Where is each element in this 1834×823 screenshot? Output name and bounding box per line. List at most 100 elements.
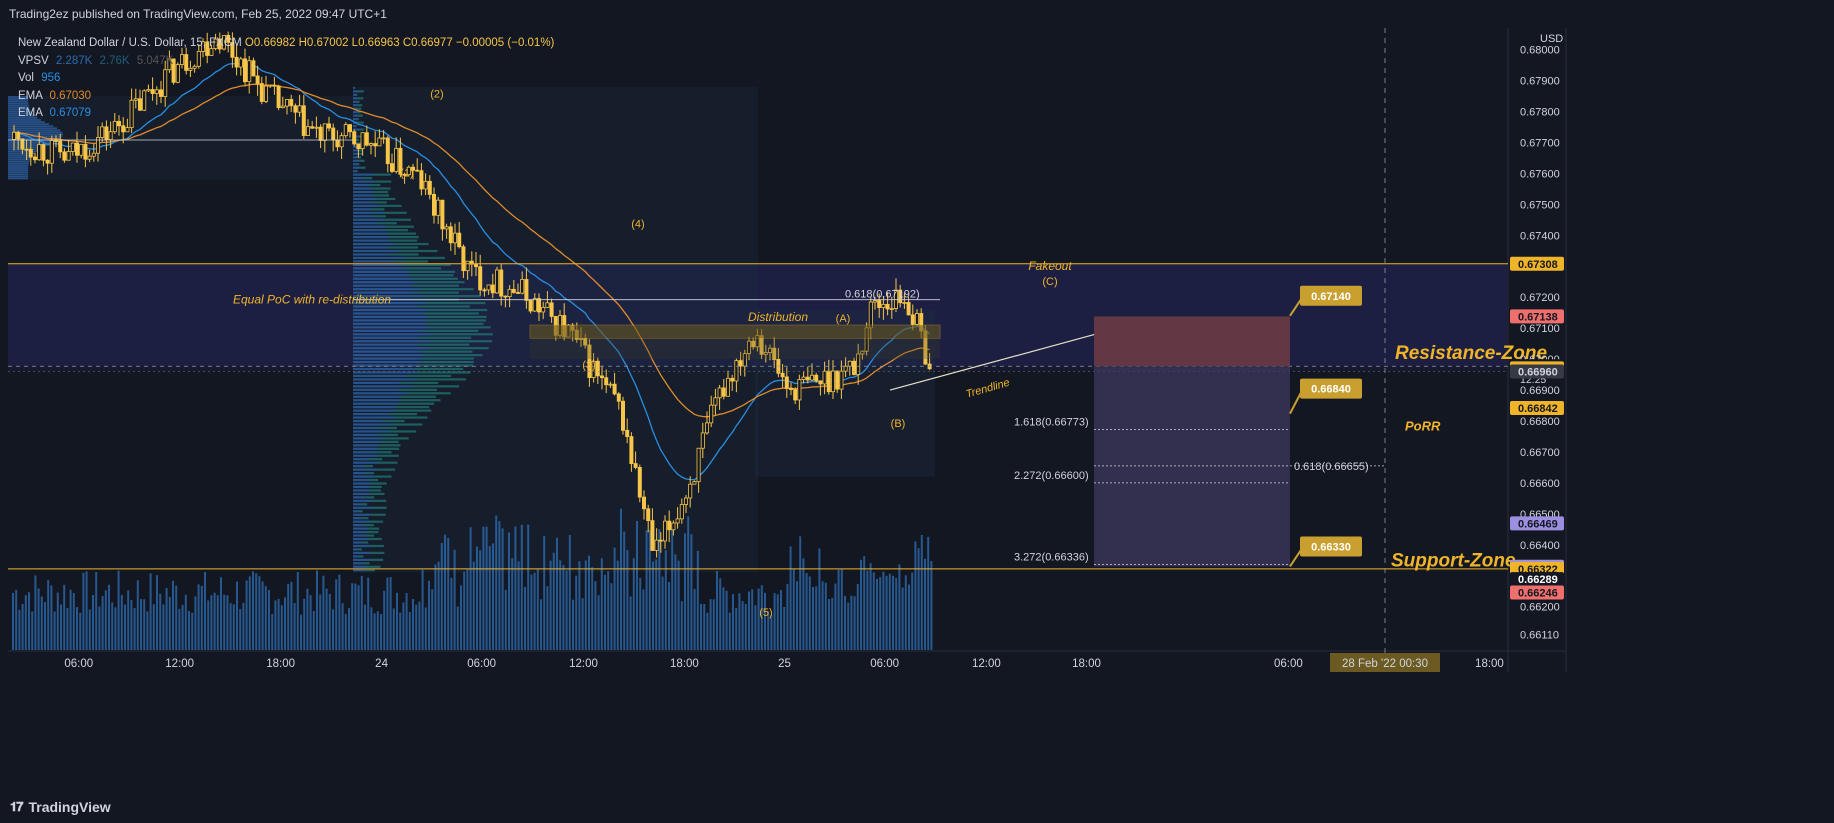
vpvr-row bbox=[357, 156, 361, 159]
volume-bar bbox=[341, 603, 344, 650]
volume-bar bbox=[645, 530, 648, 650]
candle-body bbox=[801, 376, 806, 380]
volume-bar bbox=[296, 571, 299, 650]
volume-bar bbox=[188, 610, 190, 650]
vpvr-row bbox=[376, 197, 396, 201]
vpvr-row bbox=[411, 385, 460, 388]
vpvr-row-left bbox=[8, 158, 30, 161]
volume-bar bbox=[412, 598, 414, 650]
vpvr-row bbox=[369, 558, 384, 561]
distribution-text: Distribution bbox=[748, 310, 808, 324]
vpvr-row bbox=[397, 402, 435, 405]
stop-box bbox=[1094, 316, 1290, 367]
vpvr-row bbox=[353, 406, 395, 409]
vpvr-row bbox=[353, 371, 418, 374]
y-tick-label: 0.66900 bbox=[1520, 385, 1560, 397]
volume-bar bbox=[696, 550, 699, 650]
candle-body bbox=[658, 539, 663, 542]
candle-body bbox=[121, 125, 126, 133]
volume-bar bbox=[37, 588, 40, 650]
volume-bar bbox=[389, 577, 392, 650]
vpvr-row bbox=[353, 305, 418, 308]
vpvr-row bbox=[419, 288, 474, 291]
candle-body bbox=[629, 436, 634, 464]
vpvr-row bbox=[353, 416, 394, 419]
volume-bar bbox=[725, 590, 728, 650]
volume-bar bbox=[383, 590, 386, 650]
volume-bar bbox=[463, 571, 466, 650]
volume-bar bbox=[917, 548, 920, 650]
candle-body bbox=[591, 360, 596, 378]
vpvr-row bbox=[353, 517, 362, 520]
vpvr-row bbox=[417, 343, 470, 346]
volume-bar bbox=[290, 581, 293, 650]
vpvr-row bbox=[379, 444, 401, 447]
volume-bar bbox=[476, 546, 478, 650]
vpvr-row bbox=[353, 326, 429, 329]
candle-body bbox=[545, 302, 550, 308]
volume-bar bbox=[872, 572, 875, 650]
candle-body bbox=[234, 56, 239, 68]
volume-bar bbox=[770, 614, 773, 650]
volume-bar bbox=[837, 569, 840, 650]
symbol-title[interactable]: New Zealand Dollar / U.S. Dollar, 15, FX… bbox=[18, 37, 242, 49]
volume-bar bbox=[31, 611, 34, 650]
candle-body bbox=[448, 226, 453, 244]
vpvr-row bbox=[353, 104, 359, 107]
volume-bar bbox=[556, 537, 558, 650]
volume-bar bbox=[79, 612, 82, 650]
volume-bar bbox=[136, 580, 139, 650]
tradingview-logo[interactable]: 𝟏𝟕 TradingView bbox=[10, 799, 111, 815]
ema2-label[interactable]: EMA bbox=[18, 107, 43, 119]
volume-bar bbox=[114, 607, 117, 650]
volume-bar bbox=[607, 571, 610, 650]
candle-body bbox=[898, 289, 903, 304]
volume-bar bbox=[805, 573, 808, 650]
volume-bar bbox=[722, 587, 725, 650]
volume-bar bbox=[613, 547, 616, 650]
volume-bar bbox=[322, 575, 325, 650]
vpvr-row bbox=[368, 489, 381, 492]
vpsv-value-total: 5.047K bbox=[136, 54, 174, 67]
candle-body bbox=[322, 123, 327, 141]
price-tag bbox=[1510, 516, 1564, 531]
volume-bar bbox=[335, 579, 338, 650]
candle-body bbox=[440, 199, 445, 230]
volume-bar bbox=[392, 608, 395, 650]
volume-bar bbox=[360, 575, 363, 650]
vpvr-row bbox=[353, 100, 357, 103]
vpvr-row bbox=[393, 416, 428, 419]
vpvr-row-left bbox=[8, 129, 61, 132]
volume-bar bbox=[664, 550, 667, 650]
candle-body bbox=[847, 360, 852, 367]
vpvr-row bbox=[353, 124, 356, 128]
vpvr-row bbox=[353, 308, 427, 312]
volume-bar bbox=[575, 575, 578, 650]
candle-body bbox=[117, 120, 122, 127]
volume-bar bbox=[92, 595, 94, 650]
candle-body bbox=[293, 105, 298, 113]
vpvr-row bbox=[373, 187, 391, 190]
candle-body bbox=[532, 298, 537, 312]
candle-body bbox=[24, 148, 29, 151]
volume-bar bbox=[124, 604, 126, 650]
vpvr-row bbox=[353, 367, 414, 371]
volume-bar bbox=[527, 524, 530, 650]
volume-bar bbox=[712, 599, 715, 650]
vpvr-row bbox=[394, 260, 428, 263]
volume-bar bbox=[40, 596, 43, 650]
candle-body bbox=[205, 41, 210, 56]
volume-bar bbox=[562, 565, 565, 650]
ema1-label[interactable]: EMA bbox=[18, 89, 43, 102]
volume-bar bbox=[898, 564, 901, 650]
vpvr-row bbox=[383, 229, 409, 232]
vpsv-label[interactable]: VPSV bbox=[18, 54, 49, 67]
candle-body bbox=[318, 126, 323, 141]
vpvr-row-left bbox=[8, 165, 29, 167]
vpvr-row bbox=[353, 242, 395, 246]
volume-bar bbox=[456, 606, 459, 650]
volume-bar bbox=[408, 612, 411, 650]
vol-label[interactable]: Vol bbox=[18, 72, 34, 84]
vpvr-row bbox=[353, 447, 379, 450]
